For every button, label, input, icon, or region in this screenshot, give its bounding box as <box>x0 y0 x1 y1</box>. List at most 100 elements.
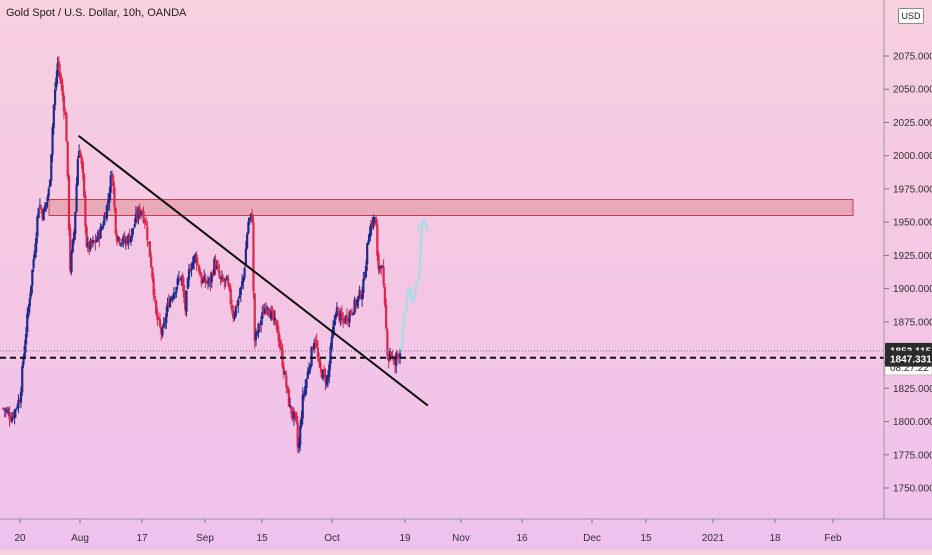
resistance-zone-group[interactable] <box>48 199 854 217</box>
candle-body <box>62 96 66 112</box>
candle-body <box>304 386 307 396</box>
candle-body <box>133 224 136 228</box>
candle-body <box>40 207 43 210</box>
candle-body <box>90 240 93 245</box>
candle-body <box>292 411 295 419</box>
reference-price-tag: 1847.331 <box>890 354 932 365</box>
candle-body <box>225 276 229 281</box>
candle-body <box>152 278 155 296</box>
candle-body <box>99 227 102 239</box>
candle-body <box>386 330 389 356</box>
candle-body <box>273 317 277 321</box>
candle-body <box>388 351 392 361</box>
candle-body <box>289 405 292 408</box>
candle-body <box>248 217 251 220</box>
candle-body <box>14 409 18 411</box>
candle-body <box>294 411 297 414</box>
candle-body <box>280 346 283 351</box>
candle-body <box>134 213 138 223</box>
candle-body <box>258 325 261 327</box>
candle-body <box>291 412 294 417</box>
candle-body <box>228 283 231 290</box>
candle-body <box>65 113 68 142</box>
time-tick-label: 2021 <box>702 533 725 544</box>
candle-body <box>326 375 330 380</box>
candle-body <box>259 320 263 325</box>
candle-body <box>28 298 31 307</box>
candle-body <box>12 415 15 418</box>
projection-arrowhead[interactable] <box>416 218 430 231</box>
candle-body <box>47 188 50 197</box>
candle-body <box>50 154 53 181</box>
candle-body <box>244 248 247 267</box>
candle-body <box>378 266 381 270</box>
currency-button[interactable]: USD <box>898 8 924 24</box>
price-tick-label: 2025.000 <box>893 118 932 129</box>
candle-body <box>305 379 308 389</box>
candle-body <box>338 311 341 321</box>
candle-body <box>246 233 249 249</box>
resistance-zone[interactable] <box>48 199 854 217</box>
candle-body <box>29 285 33 297</box>
candle-body <box>257 323 260 333</box>
symbol-title[interactable]: Gold Spot / U.S. Dollar, 10h, OANDA <box>6 7 187 19</box>
candle-body <box>18 401 21 403</box>
drawings-group[interactable] <box>0 134 884 407</box>
price-tick-label: 1750.000 <box>893 484 932 495</box>
candle-body <box>396 353 399 355</box>
projection-path[interactable] <box>399 220 425 353</box>
candle-body <box>238 295 241 298</box>
candle-body <box>24 333 28 345</box>
candle-body <box>7 411 10 413</box>
candle-body <box>302 393 306 395</box>
candle-body <box>127 234 130 244</box>
candle-body <box>51 127 54 155</box>
time-tick-label: Nov <box>452 533 470 544</box>
candle-body <box>156 312 159 320</box>
candle-body <box>311 348 314 351</box>
candle-body <box>85 227 88 247</box>
reference-price-tag-bg <box>885 350 932 367</box>
candle-body <box>316 347 320 358</box>
candle-body <box>166 302 169 312</box>
time-tick-label: Dec <box>583 533 601 544</box>
candle-body <box>198 265 201 273</box>
time-tick-label: 18 <box>769 533 781 544</box>
candle-body <box>223 280 226 283</box>
candle-body <box>79 151 82 157</box>
candle-body <box>199 273 202 277</box>
price-tick-label: 1975.000 <box>893 184 932 195</box>
candle-body <box>70 252 73 272</box>
candle-body <box>189 270 192 272</box>
candle-body <box>254 331 258 340</box>
candle-body <box>187 268 191 280</box>
candle-body <box>358 290 361 298</box>
candle-body <box>224 279 227 281</box>
candle-body <box>256 332 259 334</box>
candle-body <box>290 406 293 415</box>
candle-body <box>42 209 45 221</box>
candle-body <box>211 273 215 275</box>
candle-body <box>59 71 62 80</box>
candle-body <box>191 261 194 269</box>
candle-body <box>354 299 357 307</box>
candle-body <box>162 323 165 327</box>
candle-body <box>328 364 331 377</box>
candle-body <box>96 231 100 241</box>
candle-body <box>57 61 60 70</box>
candle-body <box>118 238 121 244</box>
candle-body <box>88 242 91 250</box>
candle-body <box>115 234 119 242</box>
time-tick-label: Oct <box>324 533 340 544</box>
candle-body <box>287 388 290 407</box>
time-tick-label: 19 <box>399 533 411 544</box>
candle-body <box>80 156 83 164</box>
candle-body <box>26 313 29 333</box>
candle-body <box>52 104 55 128</box>
candle-body <box>381 266 384 268</box>
candles-group <box>2 56 402 454</box>
trendline[interactable] <box>77 134 429 407</box>
candle-body <box>239 286 242 295</box>
